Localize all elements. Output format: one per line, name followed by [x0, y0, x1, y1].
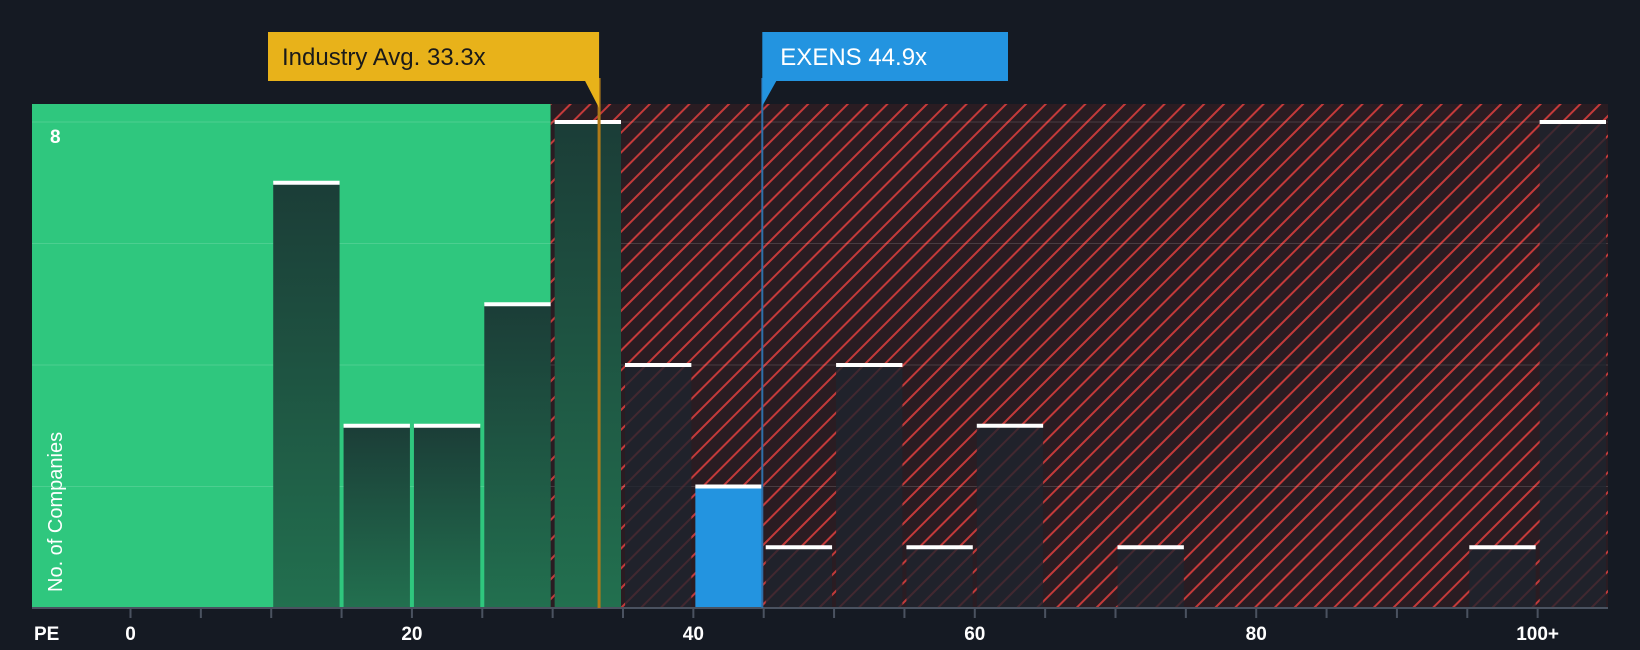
histogram-bar-cap — [484, 302, 551, 307]
x-tick-label: 100+ — [1516, 624, 1559, 645]
company-pe-label: EXENS 44.9x — [780, 44, 927, 71]
x-tick-label: 60 — [964, 624, 985, 645]
x-tick-label: 20 — [401, 624, 422, 645]
histogram-bar — [836, 365, 903, 608]
histogram-bar — [976, 425, 1044, 608]
histogram-bar — [554, 122, 621, 608]
histogram-bar — [484, 304, 551, 608]
histogram-bar-cap — [976, 423, 1044, 428]
x-tick-label: 40 — [683, 624, 704, 645]
histogram-bar — [413, 425, 481, 608]
x-tick-label: 0 — [125, 624, 136, 645]
x-axis-title: PE — [34, 624, 59, 645]
histogram-bar-cap — [273, 180, 340, 185]
histogram-bar — [273, 182, 340, 608]
histogram-bar — [1117, 547, 1184, 608]
y-tick-label: 8 — [50, 127, 61, 148]
histogram-bar-cap — [413, 423, 481, 428]
histogram-bar — [625, 365, 692, 608]
histogram-bar-cap — [1469, 545, 1536, 550]
histogram-bar-cap — [906, 545, 973, 550]
company-pe-callout-box — [762, 32, 1008, 106]
industry-avg-label: Industry Avg. 33.3x — [282, 44, 486, 71]
x-axis-ticks: 0 20 40 60 80 100+ — [125, 608, 1559, 645]
y-axis-title: No. of Companies — [45, 432, 67, 592]
x-tick-label: 80 — [1246, 624, 1267, 645]
histogram-bar-cap — [765, 545, 833, 550]
histogram-bar — [765, 547, 833, 608]
histogram-bar — [343, 425, 410, 608]
histogram-bar-cap — [695, 484, 762, 489]
histogram-bars — [273, 120, 1606, 608]
histogram-bar-cap — [554, 120, 621, 124]
histogram-bar — [1539, 122, 1606, 608]
histogram-bar-cap — [1539, 120, 1606, 124]
histogram-bar-cap — [625, 363, 692, 367]
industry-avg-callout: Industry Avg. 33.3x — [268, 32, 600, 108]
histogram-bar-cap — [343, 423, 410, 428]
histogram-bar-cap — [836, 363, 903, 367]
histogram-bar-cap — [1117, 545, 1184, 550]
histogram-bar — [1469, 547, 1536, 608]
company-pe-callout: EXENS 44.9x — [762, 32, 1008, 106]
histogram-bar — [695, 486, 762, 608]
histogram-bar — [906, 547, 973, 608]
industry-avg-callout-box — [268, 32, 600, 108]
